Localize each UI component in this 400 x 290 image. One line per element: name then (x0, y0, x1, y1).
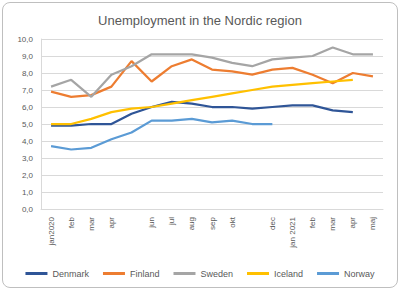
svg-text:jun: jun (147, 217, 156, 229)
svg-text:Iceland: Iceland (274, 269, 303, 279)
svg-text:okt: okt (228, 216, 237, 227)
svg-text:9,0: 9,0 (22, 52, 34, 61)
svg-text:10,0: 10,0 (17, 35, 33, 44)
svg-text:aug: aug (187, 217, 196, 230)
svg-text:3,0: 3,0 (22, 154, 34, 163)
svg-text:8,0: 8,0 (22, 69, 34, 78)
svg-text:Unemployment in the Nordic reg: Unemployment in the Nordic region (98, 13, 302, 28)
svg-text:Denmark: Denmark (52, 269, 89, 279)
svg-text:5,0: 5,0 (22, 120, 34, 129)
svg-text:Finland: Finland (130, 269, 160, 279)
svg-text:apr: apr (107, 217, 116, 229)
svg-text:0,0: 0,0 (22, 205, 34, 214)
svg-text:jan2020: jan2020 (47, 216, 56, 246)
svg-text:sep: sep (208, 216, 217, 229)
svg-text:feb: feb (308, 216, 317, 228)
svg-text:Norway: Norway (344, 269, 375, 279)
svg-text:jul: jul (167, 217, 176, 226)
svg-text:2,0: 2,0 (22, 171, 34, 180)
svg-text:6,0: 6,0 (22, 103, 34, 112)
svg-text:mar: mar (87, 217, 96, 231)
svg-text:feb: feb (67, 216, 76, 228)
svg-text:4,0: 4,0 (22, 137, 34, 146)
svg-text:dec: dec (268, 217, 277, 230)
svg-text:maj: maj (368, 217, 377, 230)
svg-text:7,0: 7,0 (22, 86, 34, 95)
svg-text:mar: mar (328, 217, 337, 231)
svg-text:jan 2021: jan 2021 (288, 216, 297, 248)
svg-text:apr: apr (348, 217, 357, 229)
svg-text:1,0: 1,0 (22, 188, 34, 197)
svg-text:Sweden: Sweden (200, 269, 233, 279)
